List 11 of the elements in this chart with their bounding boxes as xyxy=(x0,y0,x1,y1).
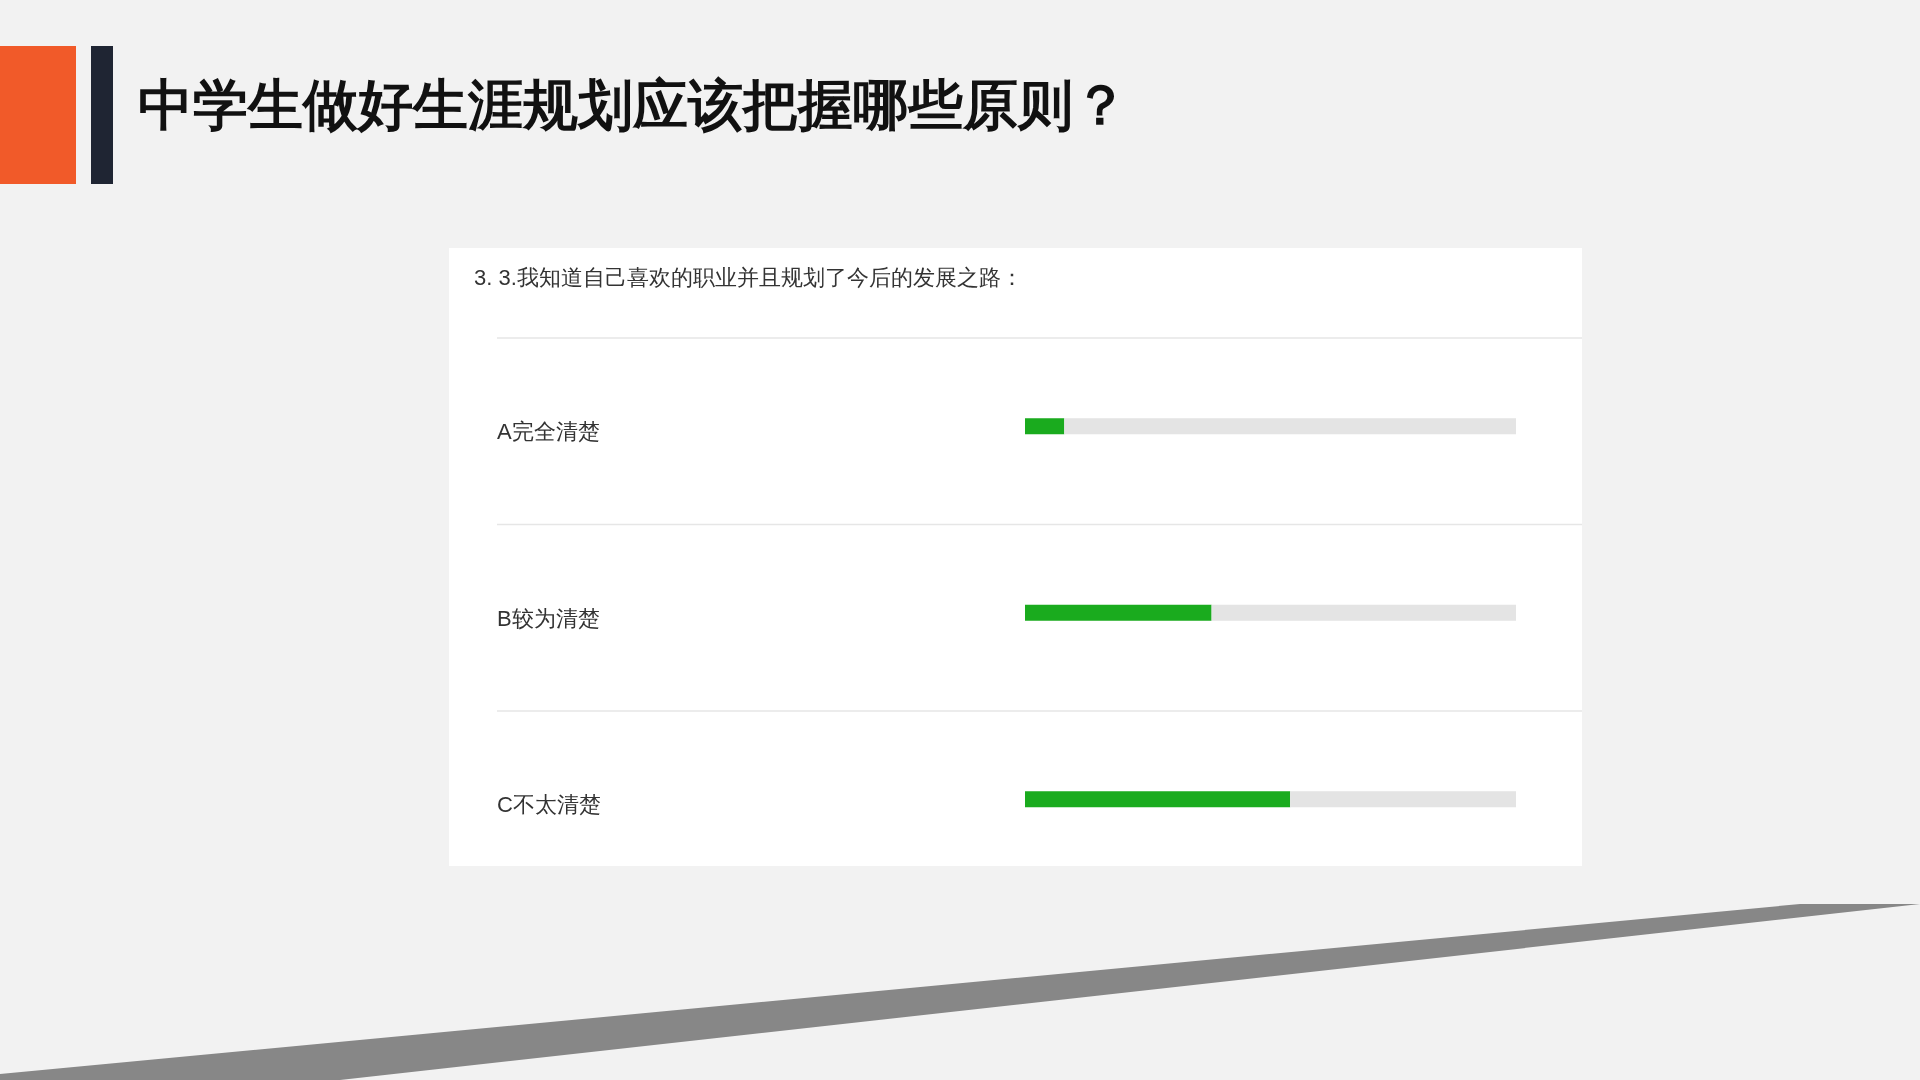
chart-title: 中学生做好生涯规划应该把握哪些原则？ xyxy=(138,74,1128,136)
y-tick-label: C不太清楚 xyxy=(497,792,601,818)
text: 3. 3.我知道自己喜欢的职业并且规划了今后的发展之路： xyxy=(474,265,1023,290)
bar xyxy=(1025,418,1065,435)
y-tick-label: B较为清楚 xyxy=(497,605,600,631)
bar xyxy=(1025,791,1291,808)
bar xyxy=(1211,604,1516,621)
bar xyxy=(1290,791,1516,808)
y-tick-label: A完全清楚 xyxy=(497,419,600,445)
bar xyxy=(1025,604,1212,621)
bar xyxy=(1064,418,1516,435)
